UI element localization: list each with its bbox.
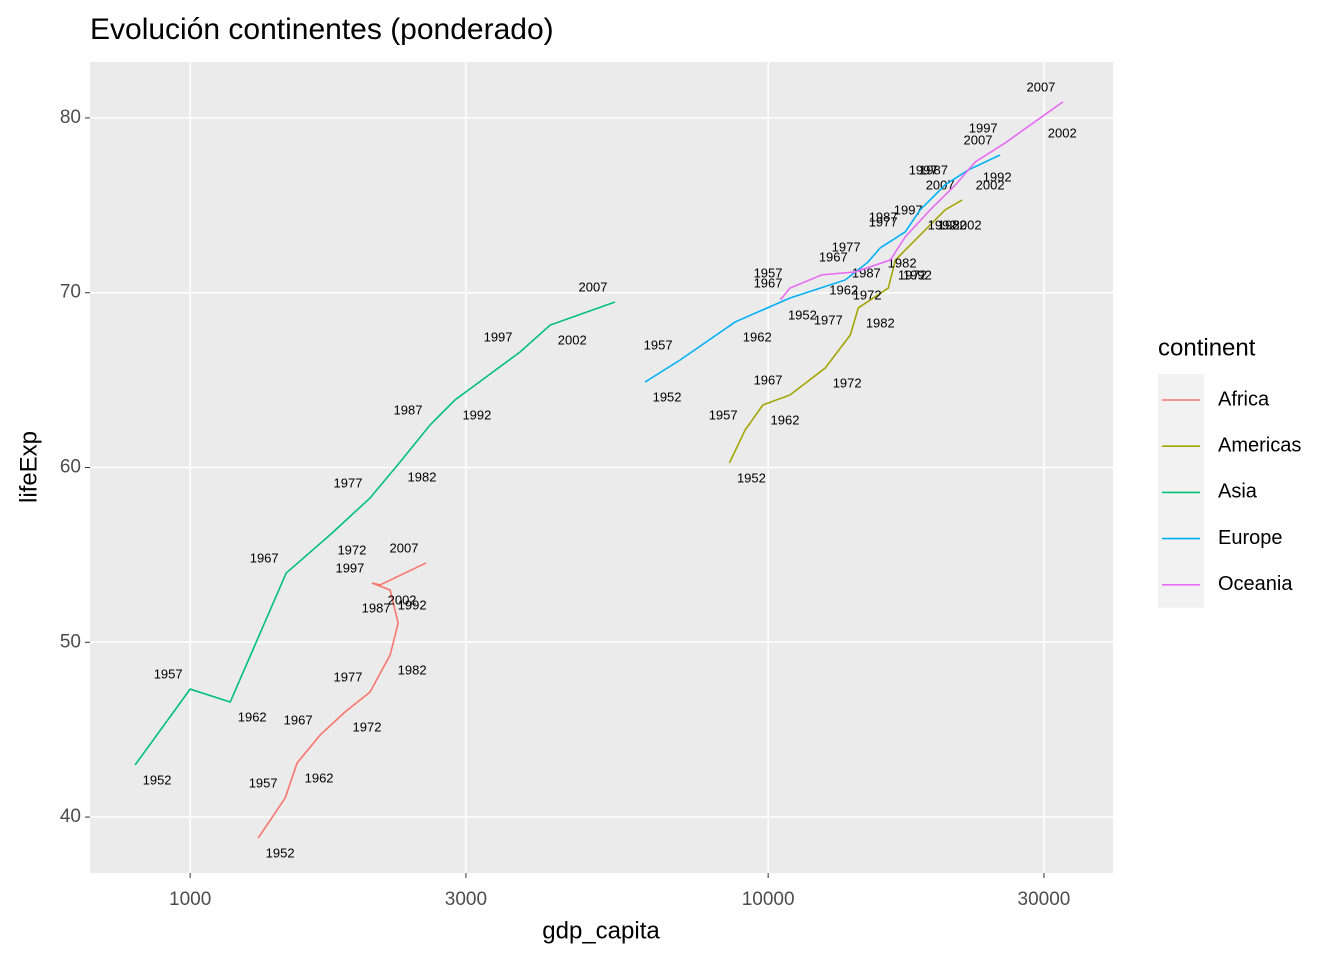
year-label: 1957: [644, 337, 673, 352]
year-label: 1987: [394, 402, 423, 417]
y-tick-label: 60: [60, 457, 81, 478]
year-label: 1972: [853, 287, 882, 302]
year-label: 1962: [829, 282, 858, 297]
year-label: 1992: [983, 169, 1012, 184]
year-label: 1967: [819, 249, 848, 264]
year-label: 1987: [362, 600, 391, 615]
legend-label: Oceania: [1218, 573, 1293, 595]
year-label: 1967: [754, 275, 783, 290]
year-label: 1982: [398, 662, 427, 677]
year-label: 1997: [894, 202, 923, 217]
series-line: [134, 301, 616, 766]
year-label: 2002: [1048, 125, 1077, 140]
x-tick-label: 30000: [1018, 889, 1071, 910]
year-label: 1992: [928, 217, 957, 232]
year-label: 2007: [579, 279, 608, 294]
year-label: 1972: [898, 267, 927, 282]
year-label: 1972: [337, 542, 366, 557]
year-label: 1972: [833, 375, 862, 390]
legend-title: continent: [1158, 334, 1256, 361]
year-label: 2007: [1026, 79, 1055, 94]
series-line: [779, 101, 1064, 301]
year-label: 2002: [953, 217, 982, 232]
year-label: 1987: [919, 162, 948, 177]
year-label: 2007: [964, 132, 993, 147]
y-tick-label: 40: [60, 806, 81, 827]
legend-label: Europe: [1218, 527, 1283, 549]
series-line: [644, 154, 1001, 383]
year-label: 1977: [334, 476, 363, 491]
x-tick-label: 3000: [445, 889, 487, 910]
year-label: 1982: [866, 315, 895, 330]
year-label: 1982: [938, 217, 967, 232]
year-label: 1992: [462, 407, 491, 422]
series-line: [728, 199, 963, 464]
year-label: 1992: [903, 267, 932, 282]
year-label: 1962: [743, 329, 772, 344]
year-label: 1977: [334, 670, 363, 685]
year-label: 1972: [353, 719, 382, 734]
year-label: 1977: [832, 239, 861, 254]
y-tick-label: 70: [60, 282, 81, 303]
year-label: 1957: [754, 265, 783, 280]
year-label: 1982: [408, 470, 437, 485]
year-label: 1957: [154, 667, 183, 682]
y-axis-title: lifeExp: [15, 431, 42, 503]
legend-label: Asia: [1218, 481, 1258, 503]
year-label: 1997: [484, 329, 513, 344]
year-label: 1997: [335, 560, 364, 575]
legend-label: Africa: [1218, 388, 1270, 410]
year-label: 1957: [709, 407, 738, 422]
year-label: 2002: [388, 592, 417, 607]
year-label: 1957: [249, 775, 278, 790]
y-tick-label: 80: [60, 107, 81, 128]
year-label: 2002: [558, 332, 587, 347]
year-label: 1962: [771, 412, 800, 427]
year-label: 2007: [390, 540, 419, 555]
year-label: 2007: [926, 177, 955, 192]
x-tick-label: 1000: [169, 889, 211, 910]
year-label: 1997: [969, 120, 998, 135]
year-label: 1982: [888, 255, 917, 270]
year-label: 1952: [266, 845, 295, 860]
legend-label: Americas: [1218, 434, 1301, 456]
year-label: 1977: [814, 312, 843, 327]
year-label: 1967: [754, 372, 783, 387]
year-label: 1987: [869, 209, 898, 224]
year-label: 1962: [238, 709, 267, 724]
year-label: 1967: [284, 713, 313, 728]
year-label: 1952: [653, 389, 682, 404]
x-tick-label: 10000: [742, 889, 795, 910]
year-label: 1952: [143, 772, 172, 787]
y-tick-label: 50: [60, 631, 81, 652]
year-label: 1977: [869, 214, 898, 229]
year-label: 1997: [909, 162, 938, 177]
year-label: 2002: [976, 177, 1005, 192]
year-label: 1967: [250, 551, 279, 566]
year-label: 1952: [737, 470, 766, 485]
year-label: 1952: [788, 307, 817, 322]
x-axis-title: gdp_capita: [542, 917, 660, 944]
series-line: [257, 562, 427, 839]
year-label: 1992: [398, 597, 427, 612]
year-label: 1962: [305, 770, 334, 785]
chart-title: Evolución continentes (ponderado): [90, 13, 554, 46]
